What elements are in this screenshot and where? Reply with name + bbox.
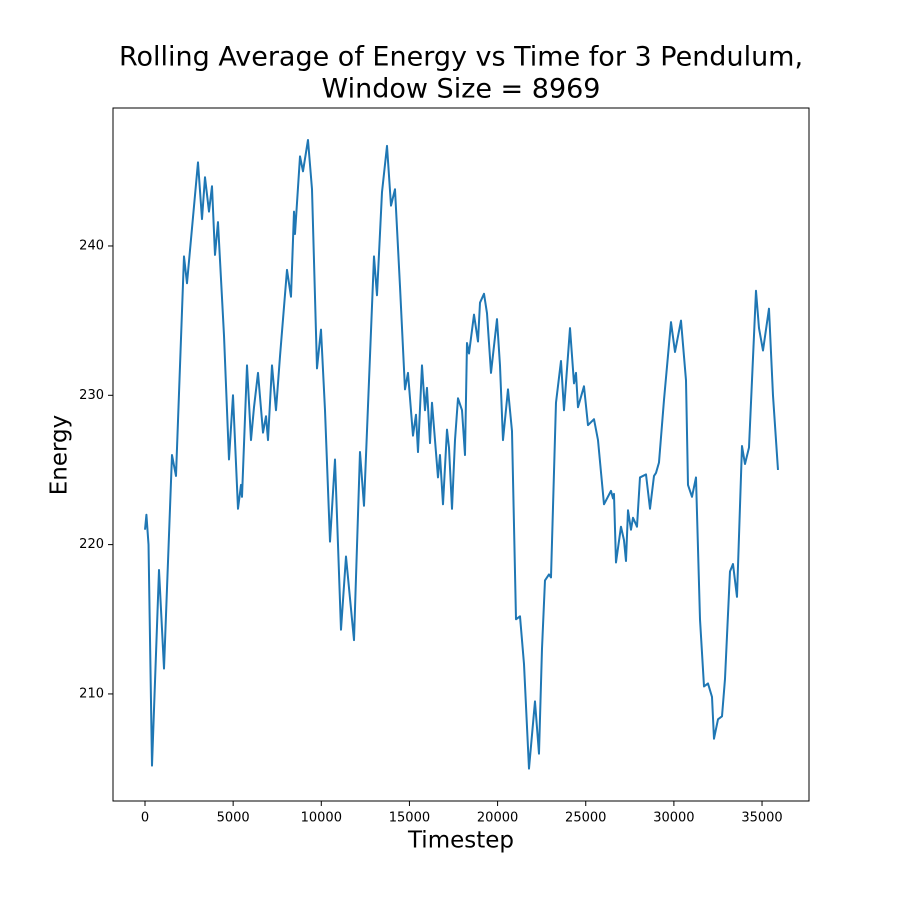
y-tick-label: 220 <box>79 537 104 552</box>
x-tick-label: 35000 <box>741 811 782 826</box>
plot-frame <box>112 107 810 802</box>
x-tick-label: 25000 <box>565 811 606 826</box>
x-tick-label: 20000 <box>477 811 518 826</box>
line-series <box>144 138 779 770</box>
x-tick-label: 15000 <box>389 811 430 826</box>
x-tick-label: 5000 <box>217 811 250 826</box>
x-tick-label: 10000 <box>301 811 342 826</box>
chart-title: Rolling Average of Energy vs Time for 3 … <box>119 42 803 73</box>
y-tick-label: 240 <box>79 238 104 253</box>
x-tick-label: 30000 <box>653 811 694 826</box>
y-axis-label: Energy <box>47 415 73 496</box>
x-axis-label: Timestep <box>407 828 514 854</box>
y-tick-label: 230 <box>79 388 104 403</box>
chart-title: Window Size = 8969 <box>322 74 601 105</box>
x-tick-label: 0 <box>141 811 149 826</box>
y-tick-label: 210 <box>79 686 104 701</box>
